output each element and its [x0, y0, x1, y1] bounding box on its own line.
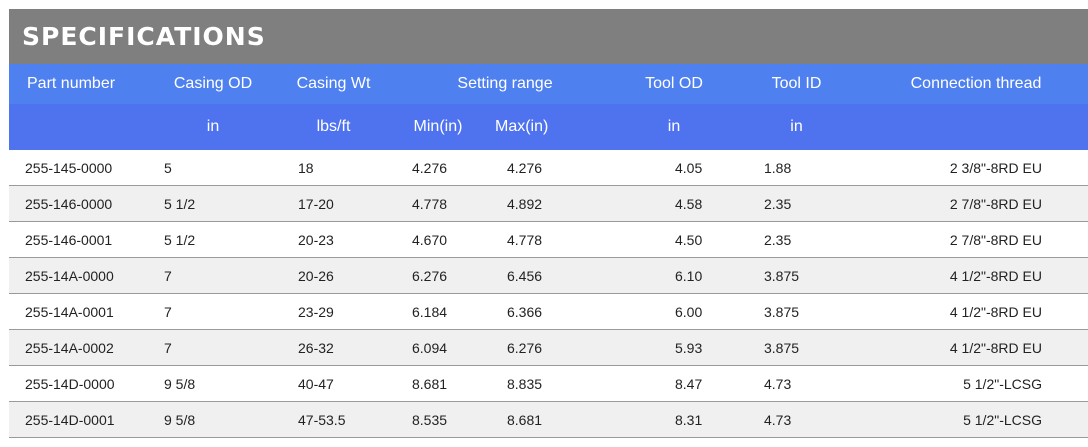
cell-connection-thread: 2 7/8"-8RD EU	[864, 221, 1088, 258]
cell-casing-wt: 20-23	[276, 221, 391, 258]
table-row: 255-14A-0002 7 26-32 6.094 6.276 5.93 3.875 4 1…	[9, 329, 1088, 366]
table-body: 255-145-0000 5 18 4.276 4.276 4.05 1.88 2 3/8"-…	[9, 150, 1088, 438]
cell-min: 8.681	[391, 365, 485, 402]
cell-casing-od: 5 1/2	[150, 221, 276, 258]
cell-min: 4.276	[391, 150, 485, 186]
page-title: SPECIFICATIONS	[9, 9, 1088, 64]
cell-part-number: 255-14D-0000	[9, 365, 150, 402]
unit-casing-wt: lbs/ft	[276, 104, 391, 150]
cell-max: 4.276	[485, 150, 619, 186]
cell-tool-od: 4.58	[619, 185, 729, 222]
unit-max: Max(in)	[485, 104, 619, 150]
cell-tool-id: 1.88	[729, 150, 864, 186]
cell-connection-thread: 2 7/8"-8RD EU	[864, 185, 1088, 222]
cell-max: 6.366	[485, 293, 619, 330]
table-row: 255-145-0000 5 18 4.276 4.276 4.05 1.88 2 3/8"-…	[9, 150, 1088, 186]
cell-tool-id: 3.875	[729, 329, 864, 366]
cell-casing-wt: 47-53.5	[276, 401, 391, 438]
cell-max: 8.835	[485, 365, 619, 402]
table-row: 255-14D-0001 9 5/8 47-53.5 8.535 8.681 8.31 4.…	[9, 401, 1088, 438]
unit-tool-id: in	[729, 104, 864, 150]
cell-part-number: 255-145-0000	[9, 150, 150, 186]
header-row: Part number Casing OD Casing Wt Setting …	[9, 64, 1088, 104]
cell-max: 8.681	[485, 401, 619, 438]
cell-tool-id: 3.875	[729, 257, 864, 294]
cell-tool-od: 4.05	[619, 150, 729, 186]
table-row: 255-14A-0000 7 20-26 6.276 6.456 6.10 3.875 4 1…	[9, 257, 1088, 294]
cell-casing-od: 5 1/2	[150, 185, 276, 222]
table-row: 255-14A-0001 7 23-29 6.184 6.366 6.00 3.875 4 1…	[9, 293, 1088, 330]
cell-connection-thread: 4 1/2"-8RD EU	[864, 257, 1088, 294]
header-casing-od: Casing OD	[150, 64, 276, 104]
cell-casing-od: 7	[150, 329, 276, 366]
header-connection-thread: Connection thread	[864, 64, 1088, 104]
cell-casing-od: 5	[150, 150, 276, 186]
specifications-table: Part number Casing OD Casing Wt Setting …	[9, 64, 1088, 438]
header-part-number: Part number	[9, 64, 150, 104]
cell-connection-thread: 5 1/2"-LCSG	[864, 401, 1088, 438]
header-tool-od: Tool OD	[619, 64, 729, 104]
cell-max: 4.778	[485, 221, 619, 258]
header-casing-wt: Casing Wt	[276, 64, 391, 104]
cell-part-number: 255-146-0001	[9, 221, 150, 258]
cell-tool-od: 6.10	[619, 257, 729, 294]
cell-max: 4.892	[485, 185, 619, 222]
unit-min: Min(in)	[391, 104, 485, 150]
cell-casing-wt: 20-26	[276, 257, 391, 294]
header-setting-range: Setting range	[391, 64, 619, 104]
cell-part-number: 255-146-0000	[9, 185, 150, 222]
cell-tool-id: 3.875	[729, 293, 864, 330]
cell-tool-id: 4.73	[729, 365, 864, 402]
cell-casing-wt: 17-20	[276, 185, 391, 222]
cell-max: 6.276	[485, 329, 619, 366]
cell-min: 6.094	[391, 329, 485, 366]
table-row: 255-14D-0000 9 5/8 40-47 8.681 8.835 8.47 4.73…	[9, 365, 1088, 402]
cell-casing-od: 7	[150, 293, 276, 330]
unit-part-number	[9, 104, 150, 150]
table-row: 255-146-0000 5 1/2 17-20 4.778 4.892 4.58 2.35…	[9, 185, 1088, 222]
cell-tool-od: 8.47	[619, 365, 729, 402]
cell-connection-thread: 2 3/8"-8RD EU	[864, 150, 1088, 186]
unit-tool-od: in	[619, 104, 729, 150]
cell-tool-od: 8.31	[619, 401, 729, 438]
cell-tool-id: 2.35	[729, 185, 864, 222]
cell-min: 4.670	[391, 221, 485, 258]
cell-min: 6.184	[391, 293, 485, 330]
header-tool-id: Tool ID	[729, 64, 864, 104]
table-row: 255-146-0001 5 1/2 20-23 4.670 4.778 4.50 2.35…	[9, 221, 1088, 258]
cell-part-number: 255-14A-0001	[9, 293, 150, 330]
cell-casing-od: 7	[150, 257, 276, 294]
cell-tool-od: 5.93	[619, 329, 729, 366]
cell-tool-id: 2.35	[729, 221, 864, 258]
cell-tool-od: 6.00	[619, 293, 729, 330]
cell-tool-od: 4.50	[619, 221, 729, 258]
cell-min: 8.535	[391, 401, 485, 438]
cell-tool-id: 4.73	[729, 401, 864, 438]
unit-casing-od: in	[150, 104, 276, 150]
cell-connection-thread: 4 1/2"-8RD EU	[864, 329, 1088, 366]
cell-min: 4.778	[391, 185, 485, 222]
cell-casing-wt: 23-29	[276, 293, 391, 330]
unit-connection-thread	[864, 104, 1088, 150]
cell-max: 6.456	[485, 257, 619, 294]
cell-part-number: 255-14A-0002	[9, 329, 150, 366]
units-row: in lbs/ft Min(in) Max(in) in in	[9, 104, 1088, 150]
cell-casing-wt: 40-47	[276, 365, 391, 402]
specifications-panel: SPECIFICATIONS Part number Casing OD Cas…	[9, 9, 1088, 438]
cell-part-number: 255-14A-0000	[9, 257, 150, 294]
cell-casing-wt: 18	[276, 150, 391, 186]
cell-connection-thread: 4 1/2"-8RD EU	[864, 293, 1088, 330]
cell-casing-od: 9 5/8	[150, 365, 276, 402]
cell-casing-od: 9 5/8	[150, 401, 276, 438]
cell-part-number: 255-14D-0001	[9, 401, 150, 438]
cell-min: 6.276	[391, 257, 485, 294]
cell-casing-wt: 26-32	[276, 329, 391, 366]
cell-connection-thread: 5 1/2"-LCSG	[864, 365, 1088, 402]
